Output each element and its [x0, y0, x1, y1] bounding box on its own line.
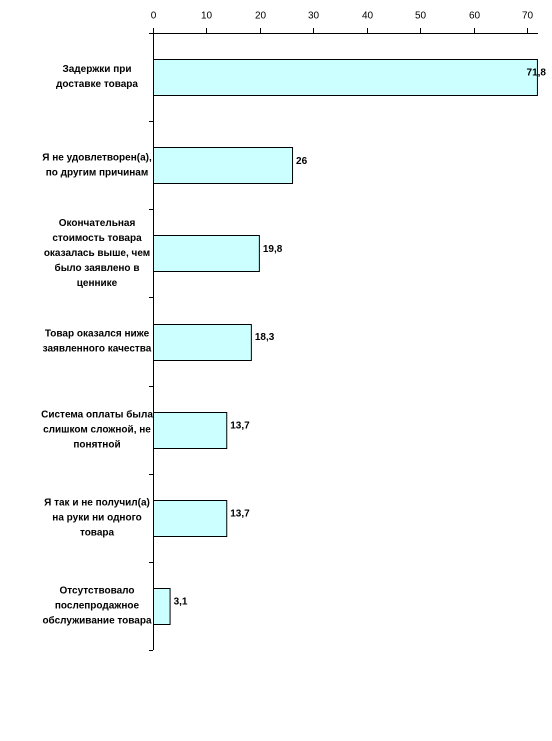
- bar: [153, 147, 294, 184]
- y-tick-label: доставке товара: [56, 79, 138, 90]
- x-tick-label: 20: [255, 11, 267, 22]
- y-tick-label: понятной: [73, 439, 120, 450]
- y-tick-label: оказалась выше, чем: [44, 248, 150, 259]
- bar: [153, 324, 252, 361]
- bar: [153, 500, 228, 537]
- bar: [153, 59, 538, 96]
- y-tick-label: стоимость товара: [52, 233, 142, 244]
- x-tick-label: 40: [362, 11, 374, 22]
- y-tick-label: было заявлено в: [55, 262, 140, 274]
- y-tick-label: по другим причинам: [46, 167, 149, 178]
- x-tick-label: 50: [415, 11, 427, 22]
- y-tick-label: заявленного качества: [43, 344, 152, 355]
- value-label: 13,7: [230, 508, 250, 519]
- value-label: 26: [296, 156, 308, 167]
- y-tick-label: Система оплаты была: [41, 408, 153, 420]
- x-tick-label: 10: [201, 11, 213, 22]
- y-tick-label: на руки ни одного: [52, 512, 141, 523]
- y-tick-label: послепродажное: [55, 601, 140, 612]
- y-tick-label: Товар оказался ниже: [45, 329, 150, 340]
- value-label: 3,1: [174, 597, 188, 608]
- value-label: 71,8: [527, 68, 547, 79]
- value-label: 19,8: [263, 244, 283, 255]
- y-tick-label: товара: [80, 527, 115, 538]
- y-tick-label: Задержки при: [62, 64, 131, 75]
- x-tick-label: 70: [522, 11, 534, 22]
- y-tick-label: Я так и не получил(а): [44, 497, 150, 508]
- x-tick-label: 0: [151, 11, 157, 22]
- y-tick-label: обслуживание товара: [42, 615, 152, 627]
- bar: [153, 412, 228, 449]
- y-tick-label: Окончательная: [59, 218, 136, 229]
- y-tick-label: слишком сложной, не: [43, 424, 151, 435]
- value-label: 13,7: [230, 420, 250, 431]
- y-tick-label: Отсутствовало: [59, 586, 134, 597]
- x-tick-label: 60: [469, 11, 481, 22]
- bar: [153, 235, 260, 272]
- y-tick-label: Я не удовлетворен(а),: [42, 152, 152, 163]
- bar: [153, 588, 171, 625]
- value-label: 18,3: [255, 332, 275, 343]
- x-tick-label: 30: [308, 11, 320, 22]
- y-tick-label: ценнике: [77, 278, 118, 289]
